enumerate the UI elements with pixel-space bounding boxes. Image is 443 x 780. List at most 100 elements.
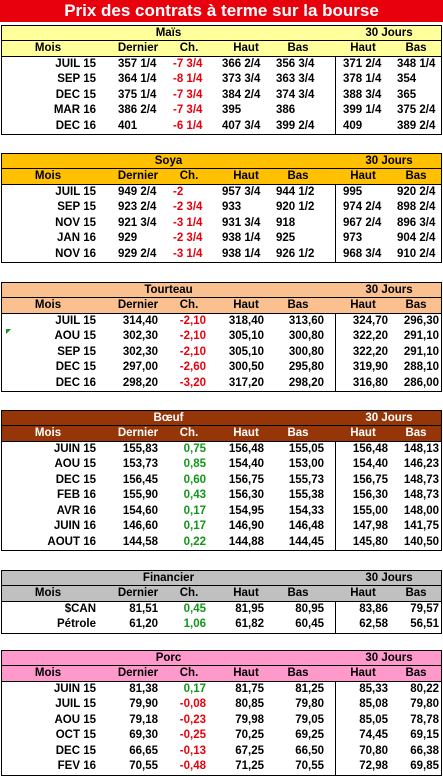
column-header-row: Mois Dernier Ch. Haut Bas Haut Bas xyxy=(2,298,441,314)
table-row: MAR 16 386 2/4 -7 3/4 395 386 399 1/4 375 2/4 xyxy=(2,103,441,119)
cell-bas-30: 78,78 xyxy=(410,713,439,726)
cell-dernier: 302,30 xyxy=(122,330,158,342)
cell-bas-30: 910 2/4 xyxy=(397,247,436,260)
table-row: Pétrole 61,20 1,06 61,82 60,45 62,58 56,51 xyxy=(2,617,441,633)
cell-dernier: 155,83 xyxy=(122,442,158,455)
cell-mois: JUIL 15 xyxy=(55,314,96,327)
column-divider xyxy=(335,26,336,134)
cell-bas-30: 296,30 xyxy=(403,314,439,327)
cell-haut-30: 409 xyxy=(343,119,363,132)
cell-change: -2 3/4 xyxy=(173,232,203,244)
table-title-row: Soya 30 Jours xyxy=(2,154,441,169)
cell-bas: 295,80 xyxy=(288,361,324,373)
cell-haut-30: 74,45 xyxy=(359,729,388,741)
cell-bas-30: 904 2/4 xyxy=(397,232,436,244)
header-mois: Mois xyxy=(34,427,62,439)
table-row: NOV 15 921 3/4 -3 1/4 931 3/4 918 967 2/4 896 … xyxy=(2,216,441,232)
table-title: Porc xyxy=(155,652,182,664)
cell-bas-30: 148,73 xyxy=(403,489,439,501)
cell-bas: 80,95 xyxy=(295,602,324,615)
cell-haut: 154,40 xyxy=(228,458,264,470)
cell-bas: 399 2/4 xyxy=(276,119,315,132)
cell-bas-30: 80,22 xyxy=(410,682,439,695)
header-bas-30: Bas xyxy=(405,667,427,679)
boeuf-table: Bœuf 30 Jours Mois Dernier Ch. Haut Bas Haut Bas… xyxy=(1,410,442,551)
cell-haut-30: 72,98 xyxy=(359,760,388,772)
cell-bas: 153,00 xyxy=(288,458,324,470)
cell-change: -2,60 xyxy=(179,361,206,373)
header-bas: Bas xyxy=(287,587,309,599)
cell-haut-30: 388 3/4 xyxy=(343,88,382,101)
table-title: Financier xyxy=(142,572,195,584)
cell-bas: 300,80 xyxy=(288,345,324,358)
cell-dernier: 69,30 xyxy=(129,729,158,741)
cell-change: 1,06 xyxy=(183,618,206,630)
table-row: JUIL 15 79,90 -0,08 80,85 79,80 85,08 79,80 xyxy=(2,697,441,713)
cell-haut: 154,95 xyxy=(228,504,264,517)
cell-mois: JUIL 15 xyxy=(55,698,96,710)
cell-mois: FEB 16 xyxy=(57,489,96,501)
table-row: AOUT 16 144,58 0,22 144,88 144,45 145,80 140,5… xyxy=(2,535,441,551)
cell-haut: 70,25 xyxy=(235,729,264,741)
period-title: 30 Jours xyxy=(365,412,413,424)
cell-bas-30: 69,15 xyxy=(410,729,439,741)
header-bas: Bas xyxy=(287,667,309,679)
cell-haut-30: 156,30 xyxy=(352,489,388,501)
cell-mois: JUIL 15 xyxy=(55,185,96,198)
table-row: JUIN 15 81,38 0,17 81,75 81,25 85,33 80,22 xyxy=(2,682,441,698)
header-bas: Bas xyxy=(287,427,309,439)
cell-change: -2 xyxy=(173,185,184,198)
table-row: JUIL 15 314,40 -2,10 318,40 313,60 324,70 296,… xyxy=(2,314,441,330)
cell-dernier: 146,60 xyxy=(122,520,158,532)
cell-haut-30: 155,00 xyxy=(352,504,388,517)
cell-change: -3 1/4 xyxy=(173,247,203,260)
cell-mois: SEP 15 xyxy=(57,345,96,358)
period-title: 30 Jours xyxy=(365,572,413,584)
cell-change: -0,48 xyxy=(179,760,206,772)
header-haut: Haut xyxy=(233,667,259,679)
cell-dernier: 79,18 xyxy=(129,713,158,726)
cell-dernier: 153,73 xyxy=(122,458,158,470)
cell-change: 0,22 xyxy=(183,535,206,548)
cell-haut-30: 324,70 xyxy=(352,314,388,327)
cell-change: -0,23 xyxy=(179,713,206,726)
column-divider xyxy=(335,571,336,633)
header-ch: Ch. xyxy=(179,427,199,439)
cell-bas: 66,50 xyxy=(295,744,324,757)
cell-bas: 920 1/2 xyxy=(276,201,315,213)
cell-bas-30: 146,23 xyxy=(403,458,439,470)
table-row: DEC 15 297,00 -2,60 300,50 295,80 319,90 288,1… xyxy=(2,360,441,376)
table-row: AOU 15 79,18 -0,23 79,98 79,05 85,05 78,78 xyxy=(2,713,441,729)
cell-dernier: 302,30 xyxy=(122,345,158,358)
cell-bas: 155,05 xyxy=(288,442,324,455)
cell-dernier: 155,90 xyxy=(122,489,158,501)
cell-haut-30: 322,20 xyxy=(352,345,388,358)
cell-bas: 926 1/2 xyxy=(276,247,315,260)
cell-haut: 305,10 xyxy=(228,345,264,358)
header-bas-30: Bas xyxy=(405,587,427,599)
cell-haut-30: 967 2/4 xyxy=(343,216,382,229)
cell-bas: 155,73 xyxy=(288,473,324,486)
column-header-row: Mois Dernier Ch. Haut Bas Haut Bas xyxy=(2,41,441,57)
column-divider xyxy=(335,283,336,391)
page-title: Prix des contrats à terme sur la bourse xyxy=(0,0,443,22)
cell-bas-30: 389 2/4 xyxy=(397,119,436,132)
cell-bas-30: 291,10 xyxy=(403,330,439,342)
cell-bas: 300,80 xyxy=(288,330,324,342)
cell-bas: 944 1/2 xyxy=(276,185,315,198)
cell-haut-30: 70,80 xyxy=(359,744,388,757)
cell-haut-30: 968 3/4 xyxy=(343,247,382,260)
table-row: AVR 16 154,60 0,17 154,95 154,33 155,00 148,00 xyxy=(2,504,441,520)
cell-dernier: 298,20 xyxy=(122,376,158,389)
cell-bas: 146,48 xyxy=(288,520,324,532)
cell-haut: 957 3/4 xyxy=(222,185,261,198)
cell-bas-30: 896 3/4 xyxy=(397,216,436,229)
table-title-row: Financier 30 Jours xyxy=(2,571,441,586)
table-row: JUIN 15 155,83 0,75 156,48 155,05 156,48 148,1… xyxy=(2,442,441,458)
header-haut-30: Haut xyxy=(350,299,376,311)
cell-bas: 144,45 xyxy=(288,535,324,548)
header-bas-30: Bas xyxy=(405,299,427,311)
cell-bas: 79,80 xyxy=(295,698,324,710)
cell-bas-30: 141,75 xyxy=(403,520,439,532)
cell-mois: JUIN 15 xyxy=(53,682,96,695)
